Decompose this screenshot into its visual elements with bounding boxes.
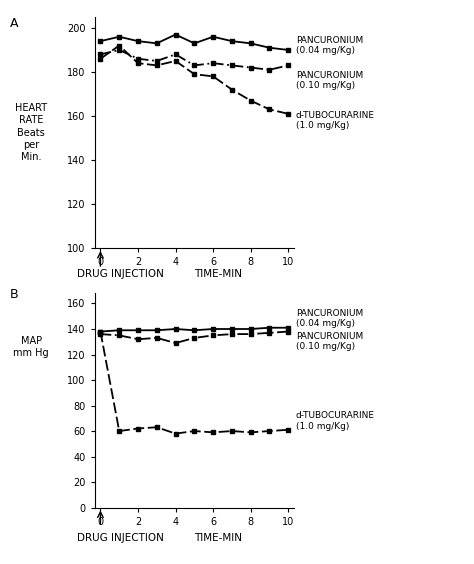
Text: MAP
mm Hg: MAP mm Hg — [13, 336, 49, 358]
Text: PANCURONIUM
(0.04 mg/Kg): PANCURONIUM (0.04 mg/Kg) — [296, 36, 363, 55]
Text: HEART
RATE
Beats
per
Min.: HEART RATE Beats per Min. — [15, 103, 47, 162]
Text: DRUG INJECTION: DRUG INJECTION — [77, 269, 164, 279]
Text: A: A — [9, 17, 18, 30]
Text: B: B — [9, 288, 18, 301]
Text: TIME-MIN: TIME-MIN — [194, 534, 242, 543]
Text: DRUG INJECTION: DRUG INJECTION — [77, 534, 164, 543]
Text: PANCURONIUM
(0.10 mg/Kg): PANCURONIUM (0.10 mg/Kg) — [296, 71, 363, 90]
Text: d-TUBOCURARINE
(1.0 mg/Kg): d-TUBOCURARINE (1.0 mg/Kg) — [296, 411, 375, 430]
Text: PANCURONIUM
(0.04 mg/Kg): PANCURONIUM (0.04 mg/Kg) — [296, 309, 363, 328]
Text: PANCURONIUM
(0.10 mg/Kg): PANCURONIUM (0.10 mg/Kg) — [296, 332, 363, 351]
Text: TIME-MIN: TIME-MIN — [194, 269, 242, 279]
Text: d-TUBOCURARINE
(1.0 mg/Kg): d-TUBOCURARINE (1.0 mg/Kg) — [296, 111, 375, 130]
